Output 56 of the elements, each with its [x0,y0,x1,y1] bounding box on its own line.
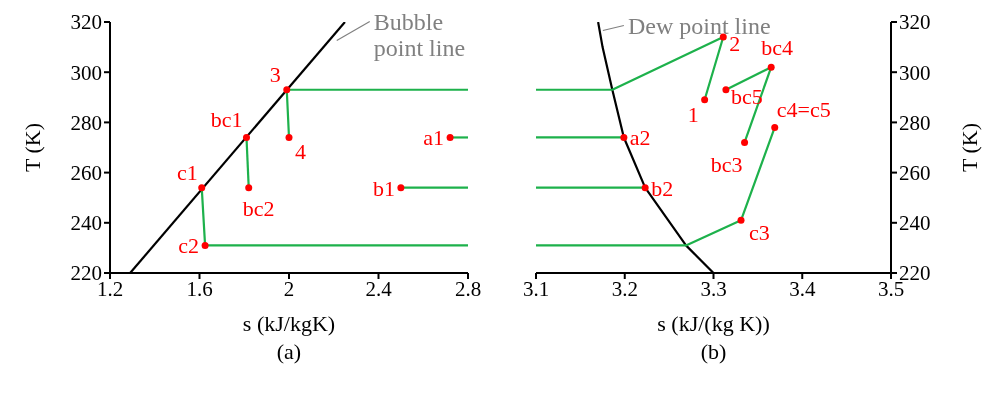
y-tick-label: 260 [899,161,931,186]
text: (a) [275,339,303,365]
annotation: bc3 [710,152,743,178]
annotation: bc2 [242,195,275,221]
y-tick-label: 300 [70,60,102,85]
x-tick-label: 3.2 [611,276,638,301]
annotation: Bubble point line [373,8,466,61]
point [397,184,405,192]
x-tick-label: 1.6 [186,276,213,301]
annotation: c1 [176,159,198,185]
annotation: 1 [687,101,699,127]
y-tick-label: 240 [70,211,102,236]
point [446,133,454,141]
point [701,96,709,104]
point [767,63,775,71]
point [771,123,779,131]
annotation: c4=c5 [776,97,831,123]
x-axis-title: s (kJ/(kg K)) [657,311,770,336]
point [285,133,293,141]
point [245,184,253,192]
point [620,133,628,141]
annotation: 3 [269,61,281,87]
x-tick-label: 3.3 [700,276,727,301]
text: (b) [699,339,728,365]
x-tick-label: 2 [283,276,295,301]
annotation: 4 [295,139,306,165]
point [201,241,209,249]
y-tick-label: 260 [70,161,102,186]
point [722,86,730,94]
annotation: b1 [372,175,395,201]
y-tick-label: 320 [70,10,102,35]
annotation: bc1 [210,107,243,133]
x-tick-label: 3.4 [789,276,816,301]
point [283,86,291,94]
x-axis-title: s (kJ/kgK) [242,311,336,336]
x-tick-label: 2.4 [365,276,393,301]
annotation: a1 [423,125,445,151]
point [641,184,649,192]
point [198,184,206,192]
y-tick-label: 300 [899,60,931,85]
annotation: a2 [629,125,651,151]
y-tick-label: 320 [899,10,931,35]
y-axis-title: T (K) [956,122,982,173]
y-axis-title: T (K) [19,122,45,173]
annotation: c3 [749,220,770,246]
y-tick-label: 280 [70,110,102,135]
point [242,133,250,141]
y-tick-label: 240 [899,211,931,236]
annotation: bc4 [761,35,793,61]
annotation: c2 [178,233,200,259]
y-tick-label: 280 [899,110,931,135]
point [741,138,749,146]
x-tick-label: 2.8 [454,276,482,301]
point [737,216,745,224]
x-tick-label: 3.1 [522,276,550,301]
annotation: b2 [651,175,674,201]
